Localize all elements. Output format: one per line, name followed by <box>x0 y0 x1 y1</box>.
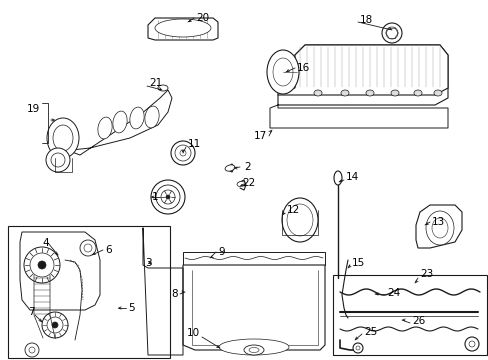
Polygon shape <box>148 18 218 40</box>
Circle shape <box>84 244 92 252</box>
Circle shape <box>352 343 362 353</box>
Circle shape <box>180 150 185 156</box>
Circle shape <box>80 240 96 256</box>
Circle shape <box>47 317 63 333</box>
Text: 5: 5 <box>128 303 134 313</box>
Circle shape <box>161 190 175 204</box>
Circle shape <box>385 27 397 39</box>
Ellipse shape <box>272 58 292 86</box>
Text: 13: 13 <box>431 217 445 227</box>
Ellipse shape <box>47 118 79 158</box>
Circle shape <box>175 145 191 161</box>
Text: 4: 4 <box>42 238 48 248</box>
Text: 9: 9 <box>218 247 224 257</box>
Ellipse shape <box>413 90 421 96</box>
Ellipse shape <box>224 165 234 171</box>
Text: 2: 2 <box>244 162 250 172</box>
Ellipse shape <box>340 90 348 96</box>
Text: 20: 20 <box>196 13 209 23</box>
Polygon shape <box>20 232 100 310</box>
Text: 24: 24 <box>386 288 400 298</box>
Circle shape <box>165 195 170 199</box>
Text: 17: 17 <box>253 131 266 141</box>
Text: 1: 1 <box>151 192 158 202</box>
Circle shape <box>52 322 58 328</box>
Circle shape <box>29 347 35 353</box>
Ellipse shape <box>286 204 312 236</box>
Circle shape <box>24 247 60 283</box>
Ellipse shape <box>155 19 210 37</box>
Ellipse shape <box>219 339 288 355</box>
Text: 3: 3 <box>145 258 152 268</box>
Text: 25: 25 <box>363 327 376 337</box>
Circle shape <box>30 253 54 277</box>
Circle shape <box>42 312 68 338</box>
Text: 21: 21 <box>149 78 162 88</box>
Circle shape <box>464 337 478 351</box>
Ellipse shape <box>431 218 447 238</box>
Text: 23: 23 <box>419 269 432 279</box>
Circle shape <box>25 343 39 357</box>
Ellipse shape <box>237 181 244 186</box>
Text: 8: 8 <box>171 289 178 299</box>
Text: 26: 26 <box>411 316 425 326</box>
Circle shape <box>46 148 70 172</box>
Text: 14: 14 <box>346 172 359 182</box>
Text: 10: 10 <box>186 328 200 338</box>
Bar <box>8 226 170 358</box>
Ellipse shape <box>266 50 298 94</box>
Text: 11: 11 <box>187 139 201 149</box>
Bar <box>183 252 325 265</box>
Polygon shape <box>183 265 325 350</box>
Text: 12: 12 <box>286 205 300 215</box>
Ellipse shape <box>433 90 441 96</box>
Text: 22: 22 <box>242 178 255 188</box>
Ellipse shape <box>158 85 168 91</box>
Polygon shape <box>58 90 172 155</box>
Bar <box>332 275 486 355</box>
Ellipse shape <box>144 106 159 128</box>
Polygon shape <box>415 205 461 248</box>
Text: 16: 16 <box>296 63 309 73</box>
Ellipse shape <box>98 117 112 139</box>
Text: 15: 15 <box>351 258 365 268</box>
Ellipse shape <box>425 211 453 245</box>
Text: 6: 6 <box>105 245 111 255</box>
Circle shape <box>468 341 474 347</box>
Ellipse shape <box>365 90 373 96</box>
Ellipse shape <box>244 345 264 355</box>
Circle shape <box>38 261 46 269</box>
Ellipse shape <box>53 125 73 151</box>
Circle shape <box>151 180 184 214</box>
Ellipse shape <box>282 198 317 242</box>
Circle shape <box>355 346 359 350</box>
Ellipse shape <box>248 347 259 352</box>
Circle shape <box>51 153 65 167</box>
Circle shape <box>381 23 401 43</box>
Ellipse shape <box>130 107 144 129</box>
Polygon shape <box>278 45 447 95</box>
Text: 18: 18 <box>359 15 372 25</box>
Text: 7: 7 <box>28 307 35 317</box>
Ellipse shape <box>113 111 127 133</box>
Ellipse shape <box>333 171 341 185</box>
Circle shape <box>171 141 195 165</box>
Text: 19: 19 <box>27 104 40 114</box>
Ellipse shape <box>390 90 398 96</box>
Circle shape <box>156 185 180 209</box>
Ellipse shape <box>313 90 321 96</box>
